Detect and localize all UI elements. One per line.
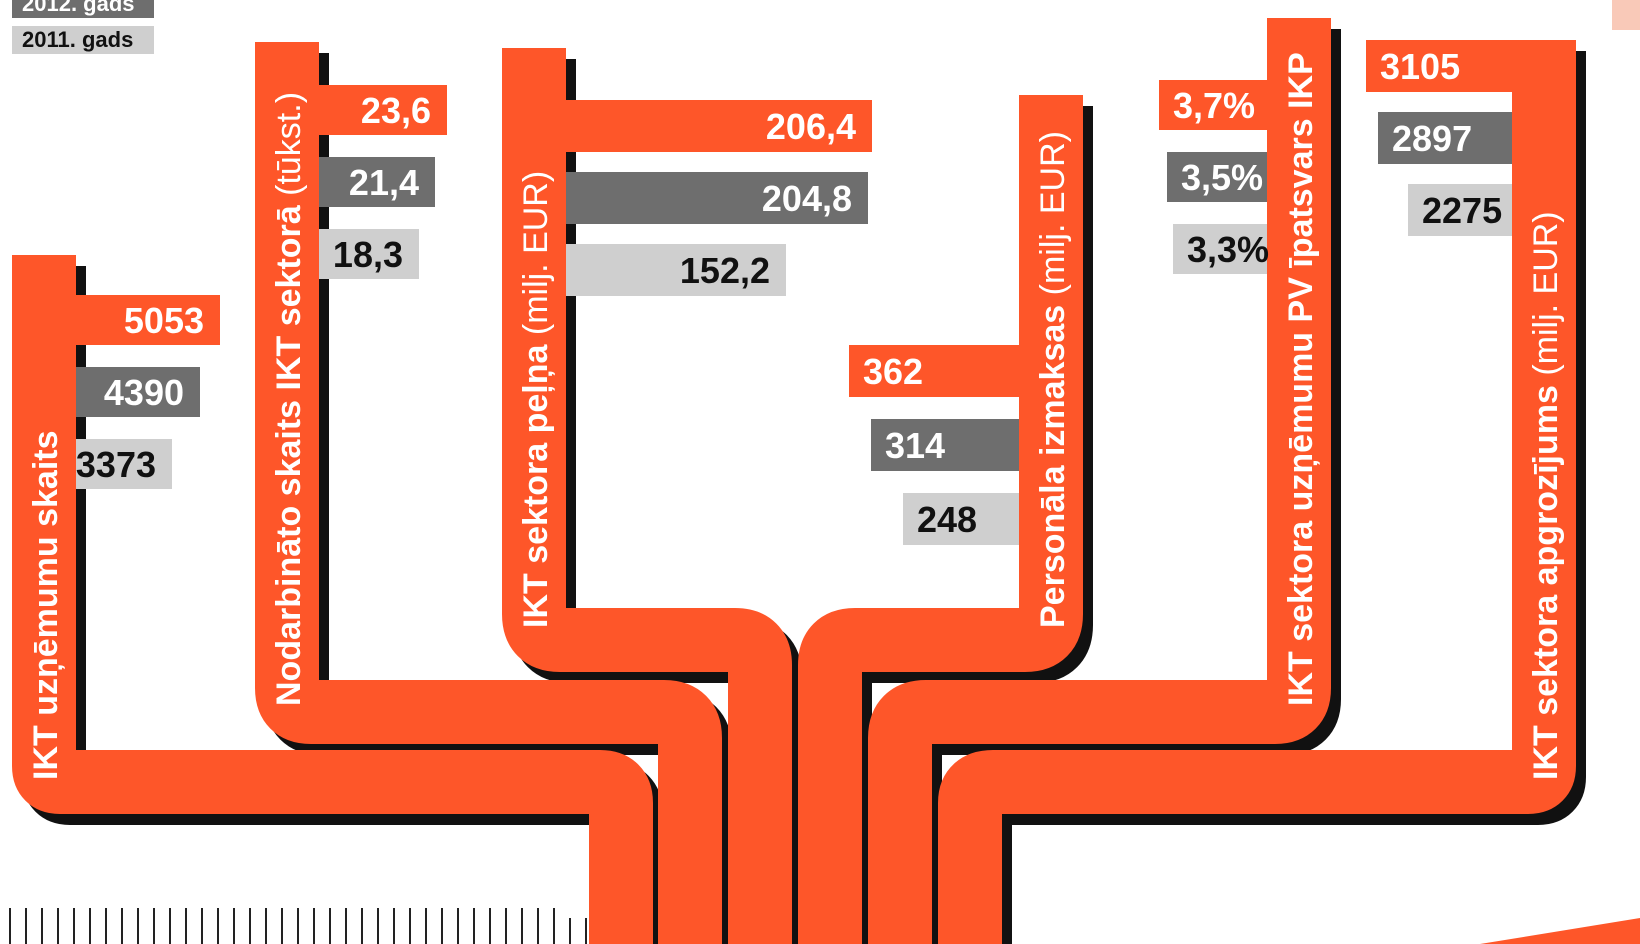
value-bar	[319, 85, 447, 135]
value-label: 4390	[104, 372, 184, 413]
group-label: IKT uzņēmumu skaits	[27, 430, 65, 780]
group-label: IKT sektora uzņēmumu PV īpatsvars IKP	[1282, 52, 1320, 706]
value-bar	[1167, 152, 1267, 202]
value-bar	[1378, 112, 1512, 164]
group-label: Personāla izmaksas (milj. EUR)	[1034, 131, 1072, 628]
pipe	[255, 42, 722, 944]
group-label-main: IKT sektora uzņēmumu PV īpatsvars IKP	[1282, 52, 1320, 706]
group-label: IKT sektora apgrozījums (milj. EUR)	[1527, 211, 1565, 780]
group-label-main: IKT uzņēmumu skaits	[27, 430, 65, 780]
value-bar	[903, 493, 1019, 545]
value-label: 23,6	[361, 90, 431, 131]
value-label: 206,4	[766, 106, 856, 147]
legend: 2012. gads 2011. gads	[12, 0, 154, 54]
value-bar	[319, 229, 419, 279]
group-label-unit: (milj. EUR)	[1527, 211, 1565, 385]
value-bar	[76, 367, 200, 417]
value-bar	[871, 419, 1019, 471]
legend-swatch	[12, 26, 154, 54]
value-label: 2275	[1422, 190, 1502, 231]
legend-label: 2011. gads	[22, 27, 133, 52]
value-bar	[1159, 80, 1267, 130]
group-label-main: Personāla izmaksas	[1034, 305, 1072, 628]
group-label-unit: (milj. EUR)	[1034, 131, 1072, 305]
value-bar	[1173, 224, 1267, 274]
pipe	[12, 255, 653, 944]
value-bar	[849, 345, 1019, 397]
group-label-main: IKT sektora peļņa	[517, 343, 555, 628]
value-label: 204,8	[762, 178, 852, 219]
pipe	[868, 18, 1331, 944]
value-bar	[566, 100, 872, 152]
value-bar	[76, 295, 220, 345]
value-label: 3,3%	[1187, 229, 1269, 270]
value-label: 3105	[1380, 46, 1460, 87]
value-label: 2897	[1392, 118, 1472, 159]
pipe	[938, 40, 1576, 944]
group-label: Nodarbināto skaits IKT sektorā (tūkst.)	[270, 92, 308, 706]
value-label: 248	[917, 499, 977, 540]
value-label: 314	[885, 425, 945, 466]
value-bar	[319, 157, 435, 207]
group-label-unit: (milj. EUR)	[517, 171, 555, 345]
value-bar	[566, 244, 786, 296]
pipes	[12, 18, 1576, 944]
group-label-main: Nodarbināto skaits IKT sektorā	[270, 204, 308, 706]
value-label: 362	[863, 351, 923, 392]
value-bar	[76, 439, 172, 489]
bottom-wedge	[1480, 918, 1640, 944]
value-label: 21,4	[349, 162, 419, 203]
decorations	[1480, 0, 1640, 944]
value-label: 5053	[124, 300, 204, 341]
value-bar	[1366, 40, 1512, 92]
value-bars: 5053 4390 3373 23,6 21,4 18,3 206,4 204,8 152,2 3…	[76, 40, 1512, 545]
value-bar	[566, 172, 868, 224]
group-label: IKT sektora peļņa (milj. EUR)	[517, 171, 555, 628]
group-labels: IKT uzņēmumu skaits Nodarbināto skaits IK…	[27, 52, 1565, 780]
value-label: 152,2	[680, 250, 770, 291]
value-label: 3,5%	[1181, 157, 1263, 198]
pipe	[502, 48, 792, 944]
corner-accent	[1612, 0, 1640, 30]
value-label: 18,3	[333, 234, 403, 275]
legend-label: 2012. gads	[22, 0, 135, 16]
legend-swatch	[12, 0, 154, 18]
group-label-unit: (tūkst.)	[270, 92, 308, 205]
value-bar	[1408, 184, 1512, 236]
group-label-main: IKT sektora apgrozījums	[1527, 385, 1565, 780]
value-label: 3,7%	[1173, 85, 1255, 126]
pipe	[798, 95, 1083, 944]
value-label: 3373	[76, 444, 156, 485]
